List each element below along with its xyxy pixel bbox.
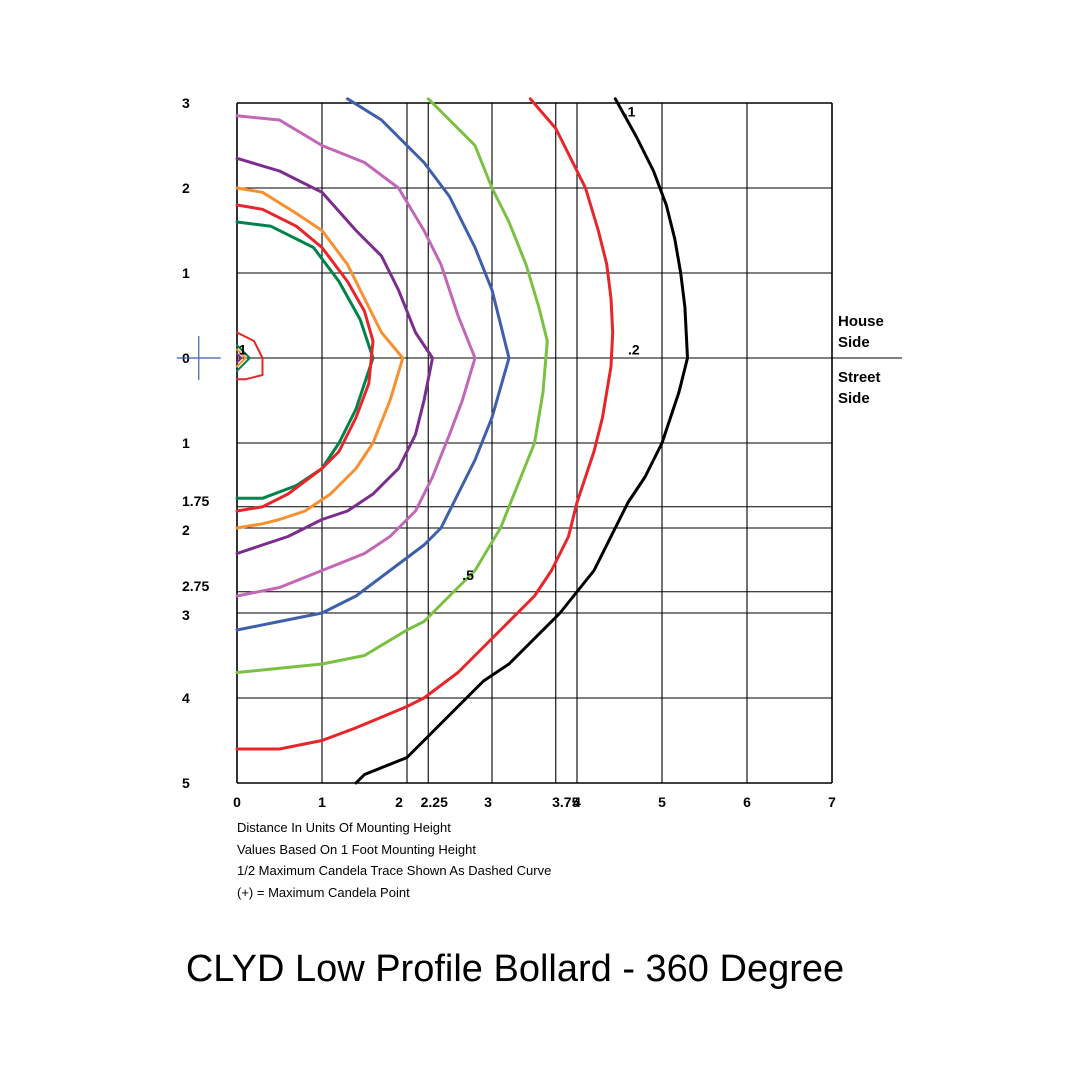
side-label-line: Street bbox=[838, 369, 881, 386]
y-tick-street-1: 1.75 bbox=[182, 493, 209, 509]
contour-curve-8 bbox=[235, 203, 375, 513]
contour-curve-10 bbox=[236, 344, 251, 372]
contour-curve-11 bbox=[236, 348, 247, 368]
contour-curve-7 bbox=[235, 220, 375, 500]
x-tick-label-9: 7 bbox=[828, 794, 836, 810]
contour-curve-12 bbox=[236, 352, 243, 364]
house-side-label: House Side bbox=[838, 313, 884, 351]
x-tick-label-4: 3 bbox=[484, 794, 492, 810]
contour-curve-3 bbox=[235, 97, 511, 632]
side-label-line: Side bbox=[838, 390, 870, 407]
chart-title: CLYD Low Profile Bollard - 360 Degree bbox=[185, 948, 845, 990]
contour-curve-9 bbox=[236, 331, 264, 381]
x-tick-label-1: 1 bbox=[318, 794, 326, 810]
contour-curve-2 bbox=[235, 97, 549, 674]
y-tick-street-3: 2.75 bbox=[182, 578, 209, 594]
contour-curve-1 bbox=[235, 97, 615, 751]
contour-curve-4 bbox=[235, 114, 477, 598]
x-axis-tick-labels: 0 1 2 2.25 3 3.754 5 6 7 bbox=[233, 794, 836, 810]
y-tick-street-4: 3 bbox=[182, 607, 190, 623]
note-dashed-curve: 1/2 Maximum Candela Trace Shown As Dashe… bbox=[237, 863, 552, 878]
y-tick-street-0: 1 bbox=[182, 435, 190, 451]
side-label-line: Side bbox=[838, 334, 870, 351]
y-tick-street-6: 5 bbox=[182, 775, 190, 791]
y-tick-house-3: 3 bbox=[182, 95, 190, 111]
y-tick-street-2: 2 bbox=[182, 522, 190, 538]
y-tick-street-5: 4 bbox=[182, 690, 190, 706]
grid bbox=[236, 102, 902, 784]
contour-label-2: .5 bbox=[462, 567, 474, 583]
y-tick-house-2: 2 bbox=[182, 180, 190, 196]
side-label-line: House bbox=[838, 313, 884, 330]
max-candela-marker bbox=[176, 336, 221, 380]
note-values-basis: Values Based On 1 Foot Mounting Height bbox=[237, 842, 476, 857]
contour-label-3: 1 bbox=[239, 342, 247, 358]
contour-curve-0 bbox=[354, 97, 689, 785]
contour-curves bbox=[235, 97, 689, 785]
note-distance: Distance In Units Of Mounting Height bbox=[237, 820, 451, 835]
x-tick-label-8: 6 bbox=[743, 794, 751, 810]
x-tick-label-0: 0 bbox=[233, 794, 241, 810]
x-tick-label-5: 3.75 bbox=[552, 794, 579, 810]
contour-label-0: .1 bbox=[624, 104, 636, 120]
contour-labels: .1 .2 .5 1 bbox=[239, 104, 640, 583]
x-tick-label-7: 5 bbox=[658, 794, 666, 810]
contour-curve-5 bbox=[235, 156, 434, 555]
contour-label-1: .2 bbox=[628, 342, 640, 358]
street-side-label: Street Side bbox=[838, 369, 881, 407]
note-max-candela: (+) = Maximum Candela Point bbox=[237, 885, 410, 900]
x-tick-label-2: 2 bbox=[395, 794, 403, 810]
contour-curve-6 bbox=[235, 186, 405, 530]
y-tick-house-1: 1 bbox=[182, 265, 190, 281]
x-tick-label-6: 4 bbox=[573, 794, 581, 810]
x-tick-label-3: 2.25 bbox=[421, 794, 448, 810]
